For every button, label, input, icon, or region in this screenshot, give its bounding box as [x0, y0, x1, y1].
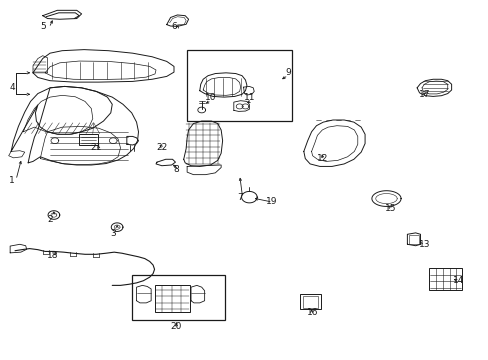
Text: 19: 19	[265, 197, 276, 206]
Text: 11: 11	[243, 93, 255, 102]
Text: 1: 1	[9, 176, 15, 185]
Text: 12: 12	[316, 154, 327, 163]
Text: 17: 17	[418, 90, 429, 99]
Text: 13: 13	[418, 240, 429, 249]
Text: 18: 18	[46, 251, 58, 260]
Text: 21: 21	[90, 143, 102, 152]
Text: 2: 2	[47, 215, 53, 224]
Bar	[302, 296, 318, 307]
Text: 16: 16	[306, 308, 318, 317]
Bar	[154, 285, 189, 312]
Text: 9: 9	[285, 68, 290, 77]
Bar	[187, 50, 291, 121]
Text: 8: 8	[173, 165, 179, 174]
Text: 14: 14	[452, 275, 463, 284]
Text: 20: 20	[170, 322, 182, 331]
Bar	[131, 275, 224, 320]
Text: 4: 4	[9, 83, 15, 92]
Bar	[300, 294, 320, 309]
Bar	[408, 235, 418, 244]
Text: 10: 10	[204, 93, 216, 102]
Bar	[79, 134, 98, 145]
Bar	[428, 268, 461, 290]
Text: 15: 15	[384, 204, 395, 213]
Text: 5: 5	[40, 22, 45, 31]
Text: 7: 7	[236, 193, 242, 202]
Text: 3: 3	[110, 229, 116, 238]
Text: 22: 22	[156, 143, 167, 152]
Text: 6: 6	[171, 22, 177, 31]
